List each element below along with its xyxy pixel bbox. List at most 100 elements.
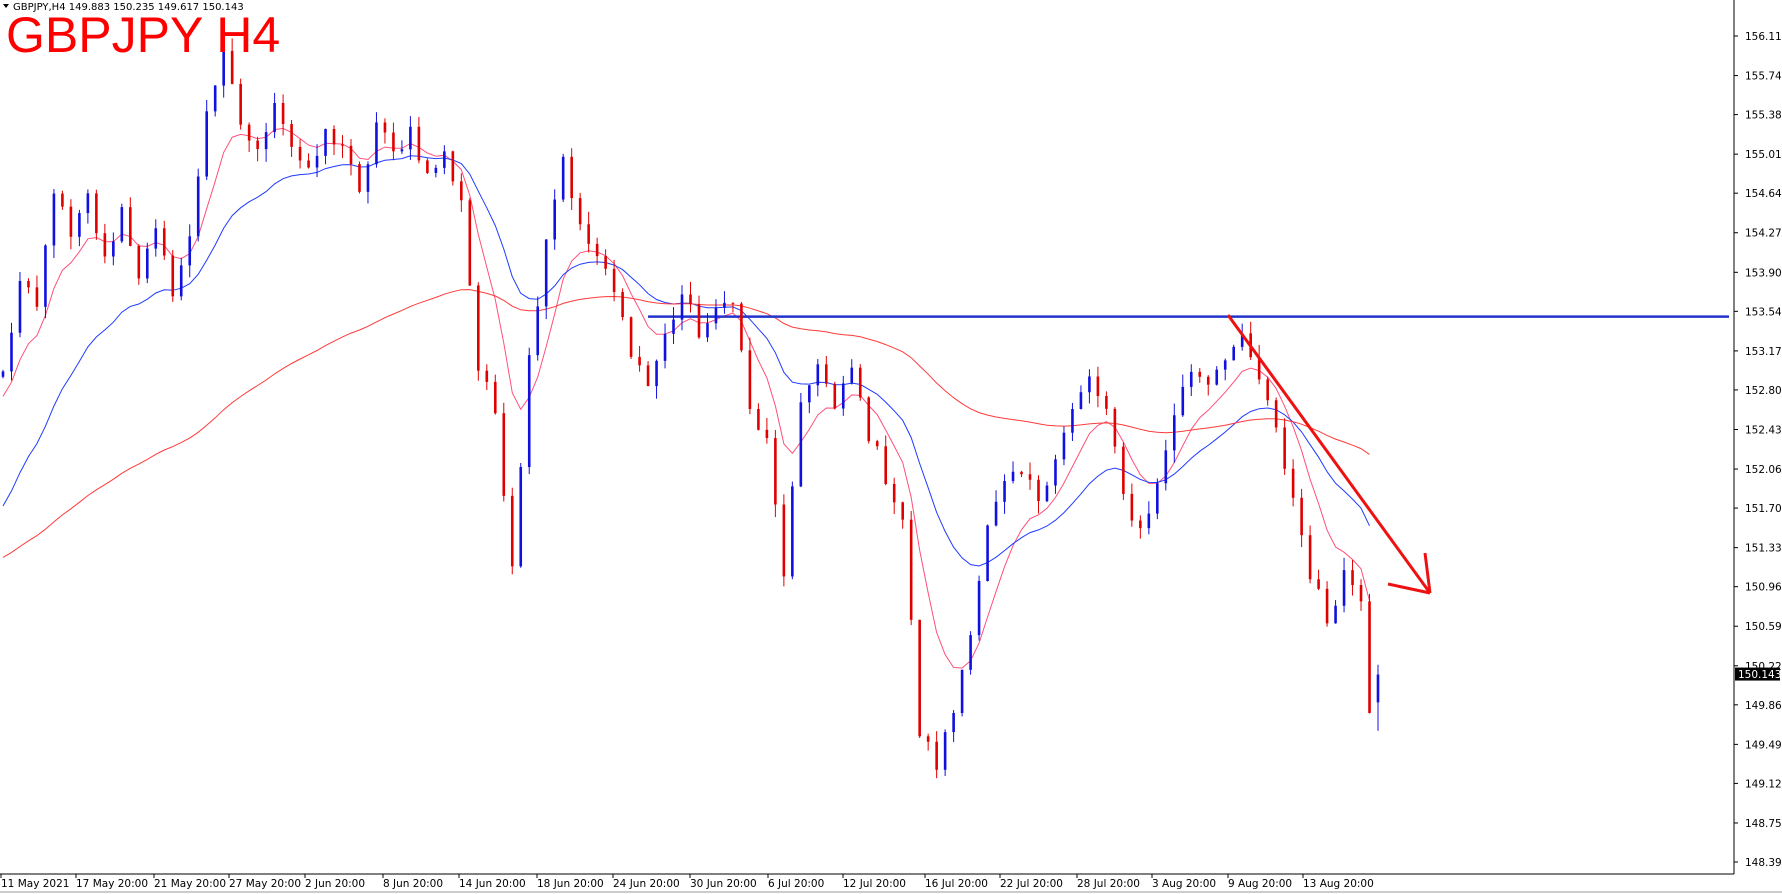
candle-body	[1240, 333, 1244, 347]
candles	[1, 38, 1380, 779]
candle	[544, 238, 548, 320]
x-tick-label: 3 Aug 20:00	[1152, 878, 1216, 890]
y-tick-label: 148.390	[1745, 857, 1782, 869]
x-tick-label: 24 Jun 20:00	[613, 878, 680, 890]
candle	[1232, 344, 1236, 361]
candle-body	[689, 294, 692, 305]
candle	[731, 302, 735, 313]
candle-body	[247, 124, 251, 141]
candle-body	[273, 102, 276, 133]
candle-body	[553, 199, 556, 240]
candle	[697, 295, 701, 340]
candle-body	[740, 303, 743, 351]
candle-body	[230, 50, 234, 84]
candle-body	[791, 486, 794, 577]
candle-body	[901, 502, 904, 520]
candle	[875, 439, 879, 450]
candle	[553, 189, 556, 250]
candle	[61, 190, 64, 210]
candle-body	[86, 193, 90, 214]
candle-body	[595, 243, 599, 257]
candle-body	[943, 732, 947, 770]
candle-body	[468, 200, 472, 286]
candle	[1215, 366, 1219, 386]
candle	[409, 116, 412, 160]
candle-body	[816, 364, 820, 386]
dropdown-icon[interactable]	[3, 4, 9, 8]
candle-body	[35, 287, 39, 307]
candle	[977, 575, 981, 641]
candle-body	[1028, 474, 1032, 480]
candle	[332, 125, 336, 156]
candle-body	[324, 128, 327, 156]
candle	[1088, 369, 1091, 404]
candle-body	[52, 193, 56, 246]
candle-body	[426, 160, 429, 173]
candle	[757, 403, 760, 431]
candle-body	[706, 323, 709, 338]
candle	[1240, 323, 1244, 351]
candle	[179, 257, 183, 301]
candle	[417, 116, 421, 164]
candle-body	[621, 292, 624, 318]
candle-body	[638, 356, 641, 366]
candle	[994, 490, 998, 527]
candle-body	[196, 176, 200, 237]
candle	[1308, 525, 1312, 584]
x-tick-label: 2 Jun 20:00	[305, 878, 365, 890]
candle	[740, 302, 743, 353]
y-tick-label: 154.645	[1745, 188, 1782, 200]
candle-body	[1368, 601, 1371, 713]
candle-body	[952, 712, 955, 733]
candle	[35, 275, 39, 311]
candle	[808, 384, 811, 414]
candle	[663, 323, 667, 369]
candle-body	[892, 483, 896, 503]
candle-body	[697, 304, 701, 338]
y-tick-label: 152.435	[1745, 424, 1782, 436]
candle	[443, 145, 446, 175]
candle-body	[544, 239, 548, 307]
candle-body	[527, 355, 531, 468]
candle	[570, 148, 573, 210]
candle-body	[145, 248, 149, 279]
candle	[27, 278, 30, 294]
candle	[1164, 439, 1168, 491]
candle-body	[765, 429, 769, 439]
candle	[493, 374, 497, 415]
candle-body	[926, 736, 930, 742]
candle	[341, 135, 344, 158]
candle-body	[918, 619, 921, 737]
candle	[1274, 397, 1278, 433]
candle	[324, 128, 327, 165]
candle-body	[61, 193, 64, 207]
candle	[1003, 474, 1006, 514]
candle-body	[1062, 432, 1066, 460]
x-tick-label: 13 Aug 20:00	[1303, 878, 1374, 890]
candle	[1257, 344, 1261, 385]
candle	[392, 122, 395, 161]
candle	[561, 153, 565, 203]
candle	[460, 173, 463, 212]
candle-body	[44, 245, 47, 307]
candle	[765, 417, 769, 444]
candle	[799, 393, 803, 488]
arrow-shaft[interactable]	[1226, 314, 1432, 594]
candle-body	[332, 128, 336, 145]
candle-body	[841, 383, 845, 409]
candle	[1181, 374, 1185, 417]
candle	[485, 364, 489, 391]
candle-body	[112, 241, 115, 257]
candle-body	[1088, 376, 1091, 393]
y-tick-label: 152.065	[1745, 464, 1782, 476]
candle-body	[663, 333, 667, 361]
candle-body	[714, 307, 718, 324]
candle	[1054, 454, 1057, 494]
candle	[774, 429, 777, 518]
y-tick-label: 150.595	[1745, 621, 1782, 633]
candle	[281, 94, 285, 136]
candle	[587, 211, 590, 253]
candle	[1223, 358, 1227, 381]
candle	[400, 140, 404, 154]
